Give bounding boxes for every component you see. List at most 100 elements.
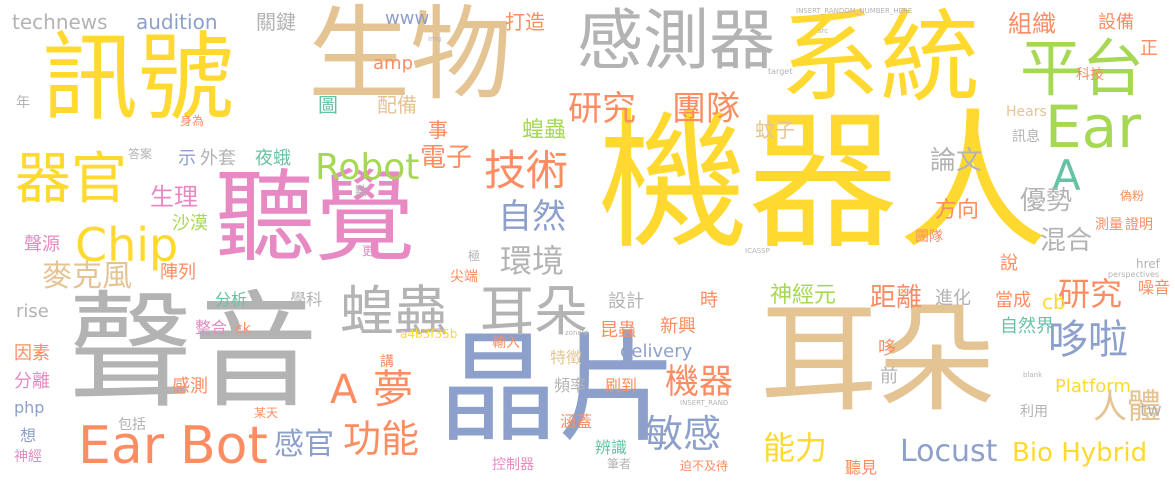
word: 身為 [180,114,205,128]
word: 涵蓋 [560,412,593,431]
word: a4b3f35b [400,327,458,341]
word: 自然 [498,197,566,237]
word: 訊息 [1012,129,1040,145]
word: Chip [75,218,179,272]
word: 功能 [343,417,420,461]
word: 偽粉 [1120,189,1145,203]
word: 研究 [1058,275,1123,313]
word: 更 [362,244,375,258]
word: 神經元 [770,283,837,308]
word: Ear [78,416,165,476]
word: 配備 [377,93,417,117]
word: 夢 [373,367,413,413]
word: Bot [180,416,268,476]
word: INSERT_RAND [680,399,729,407]
word: 平台 [1020,32,1145,105]
word: 設備 [1098,12,1134,33]
word: cb [1042,290,1066,314]
word: 噪音 [1138,278,1171,297]
word: 陣列 [160,262,196,283]
word: src [818,27,829,35]
word: Platform [1055,376,1131,397]
word: 蚊子 [755,118,795,142]
word: 當成 [995,290,1031,311]
word: Hears [1006,104,1047,120]
word: delivery [620,341,693,362]
word: 感測器 [577,2,775,79]
word: 敏感 [645,412,722,456]
word: 分離 [14,371,50,392]
word: 說 [1000,253,1018,274]
word: 設計 [608,291,644,312]
word: 科技 [1076,67,1104,83]
word: 辨識 [595,438,628,457]
word: 環境 [500,242,565,280]
word: 利用 [1020,404,1048,420]
word: 刷到 [605,376,638,395]
word: perspectives [1108,270,1160,279]
word: 事 [428,118,448,142]
word: 關鍵 [256,10,296,34]
word: 外套 [200,148,236,169]
word: 優勢 [1020,186,1073,216]
word: 團隊 [672,89,740,129]
word: Robot [315,147,420,188]
word: 整合 [195,318,228,337]
word: 點 [355,184,368,198]
word: 輸入 [492,335,520,351]
word: rise [16,301,49,322]
word: ICASSP [745,247,770,255]
word: 沙漠 [172,213,208,234]
word: 耳朵 [480,280,588,343]
word: zoneid [565,329,589,337]
word: 特徵 [550,348,583,367]
word: 分析 [215,290,248,309]
word: href [1136,257,1160,271]
word: 晶片 [438,320,678,459]
word: 蝗蟲 [340,280,448,343]
word: 想 [20,426,37,445]
word: 因素 [14,343,50,364]
word: 昆蟲 [600,320,636,341]
word: 聲源 [24,234,60,255]
word: 哆 [878,338,896,359]
word: 迫不及待 [680,459,729,473]
word: img [428,35,442,43]
word: 證明 [1125,217,1153,233]
word: 神經 [14,449,42,465]
word: 感官 [274,427,334,462]
word: 某天 [254,406,279,420]
word: technews [12,10,108,34]
word: 夜蛾 [255,148,291,169]
word: 示 [178,148,196,169]
word: 方向 [935,198,980,223]
word: Bio Hybrid [1012,438,1148,468]
word: 生物 [308,0,512,115]
word: 系統 [780,0,980,116]
word: ck [235,321,251,337]
word: 極 [468,249,481,263]
word: 混合 [1040,226,1093,256]
word: 尖端 [450,269,478,285]
word: 生理 [150,183,198,211]
word: Ear [1045,93,1142,161]
word: 哆啦 [1048,317,1128,363]
word: www [385,8,430,29]
word: 時 [700,290,718,311]
word: 年 [16,95,30,111]
word: 電子 [420,143,473,173]
word: 控制器 [492,457,534,473]
word: A [1052,151,1081,200]
word: 頻率 [554,376,587,395]
word: audition [136,10,218,34]
word: 前 [880,366,898,387]
word: 正 [1140,38,1158,59]
word: 研究 [568,89,636,129]
word: 感測 [172,376,208,397]
word: 論文 [930,146,983,176]
word: 學科 [290,290,323,309]
word: 蝗蟲 [522,118,567,143]
word: 自然界 [1000,316,1054,337]
word: 團隊 [915,229,943,245]
